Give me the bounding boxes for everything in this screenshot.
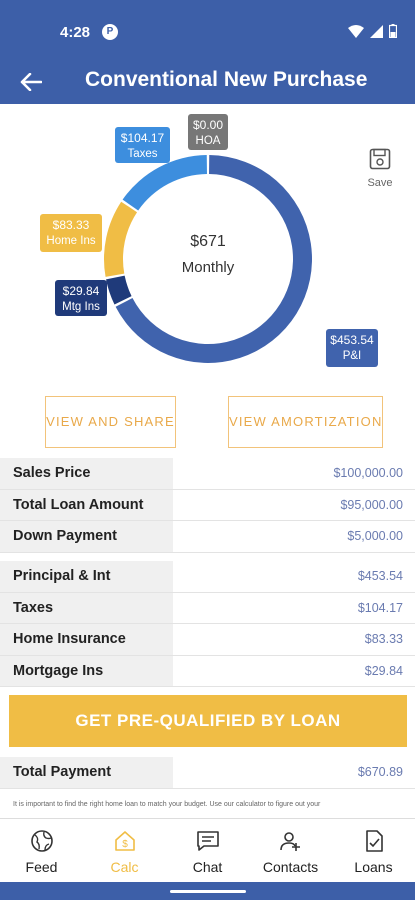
battery-icon <box>389 24 397 38</box>
donut-center-value: $671 <box>190 233 226 250</box>
view-and-share-button[interactable]: VIEW AND SHARE <box>45 396 176 448</box>
status-icons <box>348 24 397 38</box>
svg-text:Home Ins: Home Ins <box>46 235 95 247</box>
row-label: Sales Price <box>0 458 173 489</box>
row-value[interactable]: $104.17 <box>357 600 403 615</box>
svg-text:HOA: HOA <box>196 135 221 147</box>
save-label: Save <box>367 177 393 189</box>
svg-text:Mtg Ins: Mtg Ins <box>62 301 100 313</box>
nav-item-contacts[interactable]: Contacts <box>249 819 332 882</box>
loans-icon <box>365 830 383 852</box>
system-gesture-bar <box>0 882 415 900</box>
status-bar: 4:28 P <box>0 0 415 60</box>
svg-text:P&I: P&I <box>343 350 362 362</box>
donut-slice-mtg-ins <box>106 275 132 305</box>
row-label: Down Payment <box>0 521 173 552</box>
table-row-down-payment: Down Payment $5,000.00 <box>0 521 415 553</box>
chat-icon <box>196 831 219 851</box>
nav-label: Contacts <box>262 859 319 875</box>
table-row-home-insurance: Home Insurance $83.33 <box>0 624 415 656</box>
nav-item-calc[interactable]: $ Calc <box>83 819 166 882</box>
total-payment-table: Total Payment $670.89 <box>0 757 415 789</box>
nav-item-loans[interactable]: Loans <box>332 819 415 882</box>
row-value: $670.89 <box>357 765 403 779</box>
bottom-nav: Feed $ Calc Chat Contacts Loans <box>0 818 415 882</box>
row-label: Total Payment <box>0 757 173 788</box>
row-value[interactable]: $95,000.00 <box>340 497 403 512</box>
row-value[interactable]: $83.33 <box>364 632 403 646</box>
loan-details-table: Sales Price $100,000.00 Total Loan Amoun… <box>0 458 415 553</box>
donut-center-label: Monthly <box>182 259 235 276</box>
status-time: 4:28 <box>60 24 91 41</box>
donut-label-mtg-ins: $29.84 Mtg Ins <box>55 280 107 316</box>
donut-label-p-i: $453.54 P&I <box>326 329 378 367</box>
svg-text:$453.54: $453.54 <box>330 333 374 347</box>
table-row-mortgage-ins: Mortgage Ins $29.84 <box>0 655 415 687</box>
save-button[interactable]: Save <box>363 148 397 189</box>
payment-breakdown-table: Principal & Int $453.54 Taxes $104.17 Ho… <box>0 561 415 687</box>
view-amortization-button[interactable]: VIEW AMORTIZATION <box>228 396 383 448</box>
row-label: Taxes <box>0 592 173 623</box>
row-label: Mortgage Ins <box>0 655 173 686</box>
svg-text:$29.84: $29.84 <box>63 284 100 298</box>
row-value[interactable]: $5,000.00 <box>347 529 403 543</box>
app-bar: Conventional New Purchase <box>0 60 415 104</box>
svg-text:$83.33: $83.33 <box>53 218 90 232</box>
row-label: Total Loan Amount <box>0 489 173 520</box>
globe-icon <box>30 830 53 852</box>
donut-label-hoa: $0.00 HOA <box>188 114 228 150</box>
notification-app-icon: P <box>102 24 118 40</box>
table-row-total-loan-amount: Total Loan Amount $95,000.00 <box>0 489 415 521</box>
donut-label-home-ins: $83.33 Home Ins <box>40 214 102 252</box>
table-row-principal-int: Principal & Int $453.54 <box>0 561 415 593</box>
table-row-taxes: Taxes $104.17 <box>0 592 415 624</box>
nav-item-feed[interactable]: Feed <box>0 819 83 882</box>
signal-icon <box>370 24 383 38</box>
donut-slice-taxes <box>122 155 207 211</box>
wifi-icon <box>348 24 364 38</box>
svg-text:$0.00: $0.00 <box>193 118 223 132</box>
row-value[interactable]: $100,000.00 <box>333 466 403 480</box>
row-value[interactable]: $29.84 <box>364 663 403 678</box>
row-label: Principal & Int <box>0 561 173 592</box>
nav-label: Loans <box>354 859 393 875</box>
gesture-handle[interactable] <box>170 890 246 893</box>
arrow-left-icon <box>20 72 43 92</box>
get-pre-qualified-button[interactable]: GET PRE-QUALIFIED BY LOAN <box>9 695 407 747</box>
table-row-total-payment: Total Payment $670.89 <box>0 757 415 789</box>
donut-label-taxes: $104.17 Taxes <box>115 127 170 163</box>
svg-text:$: $ <box>122 839 128 850</box>
row-label: Home Insurance <box>0 624 173 655</box>
contacts-icon <box>279 832 300 851</box>
payment-donut-chart: $671 Monthly $453.54 P&I $29.84 Mtg Ins $83.… <box>0 104 415 384</box>
svg-text:$104.17: $104.17 <box>121 131 165 145</box>
donut-svg: $671 Monthly $453.54 P&I $29.84 Mtg Ins $83.… <box>40 114 378 367</box>
nav-label: Chat <box>192 859 223 875</box>
svg-text:Taxes: Taxes <box>127 148 157 160</box>
save-icon <box>369 148 391 170</box>
nav-label: Calc <box>110 859 139 875</box>
donut-slice-home-ins <box>104 201 138 277</box>
nav-item-chat[interactable]: Chat <box>166 819 249 882</box>
page-title: Conventional New Purchase <box>85 68 368 91</box>
table-row-sales-price: Sales Price $100,000.00 <box>0 458 415 490</box>
disclaimer-text: It is important to find the right home l… <box>13 801 321 808</box>
nav-label: Feed <box>25 859 58 875</box>
row-value: $453.54 <box>357 569 403 583</box>
back-button[interactable] <box>14 66 48 98</box>
calc-house-icon: $ <box>114 831 135 851</box>
